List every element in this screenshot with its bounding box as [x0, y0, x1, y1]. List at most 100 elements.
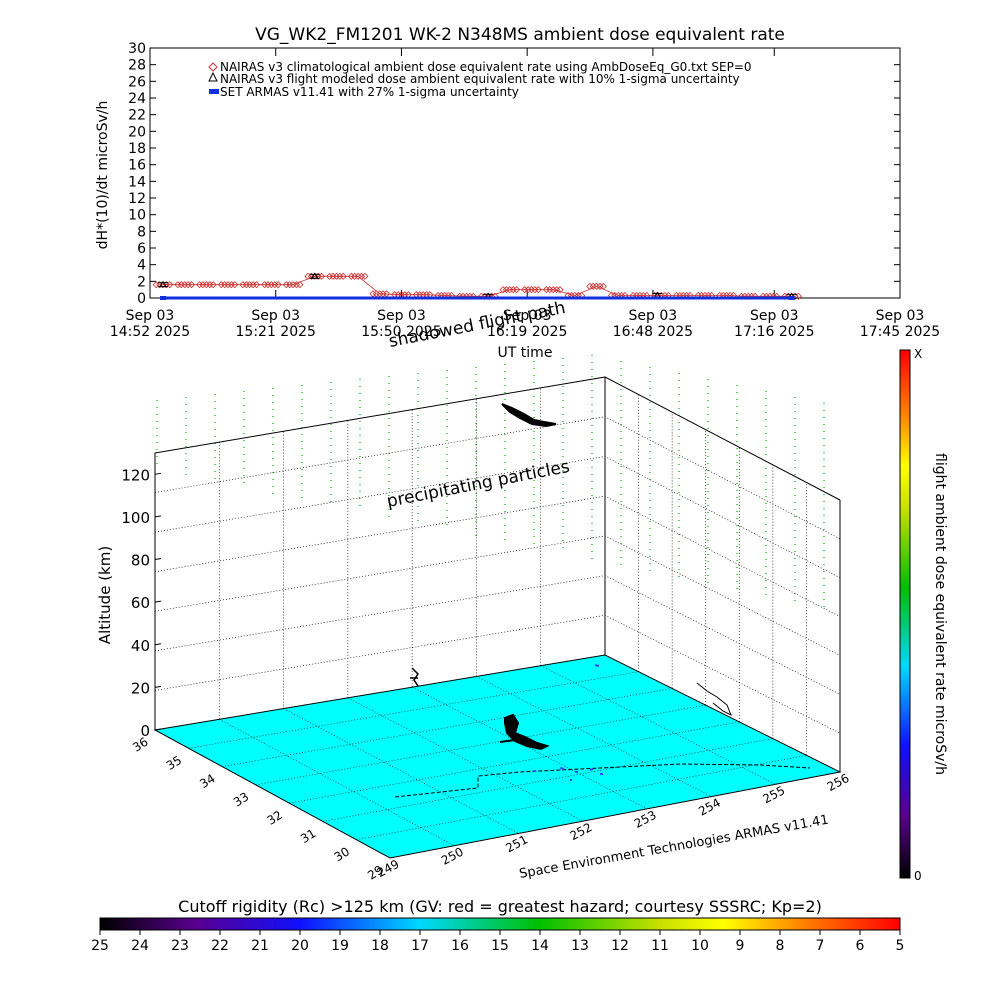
- data-point: [304, 272, 312, 280]
- chart-title: VG_WK2_FM1201 WK-2 N348MS ambient dose e…: [255, 25, 785, 45]
- colorbar-max-label: X: [914, 347, 922, 361]
- data-point: [199, 281, 207, 289]
- legend-marker-square-icon: [209, 89, 219, 94]
- ground-gridline: [222, 688, 673, 767]
- data-point: [589, 282, 597, 290]
- data-point: [556, 286, 564, 294]
- y-tick-label: 4: [137, 258, 146, 274]
- altitude-gridline: [154, 614, 841, 734]
- data-point: [286, 281, 294, 289]
- data-point: [267, 281, 275, 289]
- data-point: [289, 281, 297, 289]
- y-tick-label: 30: [128, 41, 146, 57]
- legend-label: NAIRAS v3 climatological ambient dose eq…: [220, 60, 752, 74]
- y-tick-label: 20: [128, 124, 146, 140]
- y-tick-label: 14: [128, 174, 146, 190]
- data-point: [206, 281, 214, 289]
- longitude-tick-label: 249: [375, 857, 402, 880]
- x-tick-date: Sep 03: [629, 308, 678, 324]
- latitude-tick-label: 30: [332, 844, 352, 864]
- latitude-tick-label: 29: [365, 863, 385, 883]
- data-point: [794, 292, 802, 300]
- data-point: [177, 281, 185, 289]
- data-point: [271, 281, 279, 289]
- ground-gridline: [476, 676, 712, 797]
- data-point: [224, 281, 232, 289]
- data-point: [521, 286, 529, 294]
- flight-path: [394, 403, 811, 798]
- data-point: [159, 280, 167, 288]
- rigidity-tick-label: 19: [331, 938, 349, 954]
- data-point: [527, 286, 536, 294]
- legend: NAIRAS v3 climatological ambient dose eq…: [208, 60, 752, 99]
- latitude-tick-label: 33: [231, 790, 251, 810]
- series-layer: [152, 272, 802, 300]
- series-triangle: [158, 272, 797, 299]
- data-point: [586, 282, 594, 290]
- latitude-tick-label: 35: [164, 753, 184, 773]
- data-point: [788, 296, 795, 300]
- rigidity-tick-label: 14: [531, 938, 549, 954]
- ground-gridline: [412, 686, 648, 810]
- y-tick-label: 8: [137, 224, 146, 240]
- colorbar-label: flight ambient dose equivalent rate micr…: [932, 453, 948, 775]
- x-tick-time: 17:16 2025: [734, 324, 814, 340]
- y-tick-label: 24: [128, 91, 146, 107]
- data-point: [249, 281, 257, 289]
- data-point: [159, 281, 167, 289]
- altitude-gridline: [154, 575, 841, 695]
- data-point: [261, 281, 269, 289]
- data-point: [542, 286, 550, 294]
- y-tick-label: 0: [137, 291, 146, 307]
- precipitating-particle-field: [156, 355, 825, 608]
- altitude-tick-label: 100: [121, 509, 150, 527]
- altitude-gridline: [154, 416, 841, 540]
- data-point: [592, 282, 601, 290]
- rigidity-tick-label: 9: [736, 938, 745, 954]
- x-tick-time: 15:50 2025: [361, 324, 441, 340]
- altitude-gridline: [154, 535, 841, 656]
- ground-gridline: [255, 704, 706, 786]
- data-point: [296, 281, 304, 289]
- rigidity-tick-label: 18: [371, 938, 389, 954]
- y-tick-label: 18: [128, 141, 146, 157]
- data-point: [499, 286, 507, 294]
- altitude-tick-label: 0: [140, 722, 150, 740]
- altitude-tick-mark: [154, 515, 162, 518]
- data-point: [221, 281, 229, 289]
- data-point: [599, 282, 607, 290]
- data-point: [264, 281, 272, 289]
- data-point: [506, 286, 514, 294]
- y-tick-label: 12: [128, 191, 146, 207]
- altitude-tick-mark: [154, 643, 162, 646]
- data-point: [217, 281, 225, 289]
- y-tick-label: 6: [137, 241, 146, 257]
- x-axis-label: UT time: [498, 345, 553, 361]
- legend-marker-triangle-icon: [208, 71, 218, 82]
- data-point: [317, 272, 326, 280]
- ground-gridline: [188, 671, 639, 749]
- data-point: [181, 281, 189, 289]
- data-point: [239, 281, 247, 289]
- altitude-tick-mark: [154, 558, 162, 561]
- rigidity-tick-label: 22: [211, 938, 229, 954]
- ground-gridline: [219, 719, 455, 846]
- rigidity-tick-label: 7: [816, 938, 825, 954]
- colorbar-min-label: 0: [914, 869, 922, 883]
- y-tick-label: 26: [128, 74, 146, 90]
- data-point: [553, 286, 561, 294]
- altitude-tick-label: 120: [121, 466, 150, 484]
- x-tick-date: Sep 03: [126, 308, 175, 324]
- rigidity-tick-label: 12: [611, 938, 629, 954]
- x-tick-date: Sep 03: [750, 308, 799, 324]
- x-tick-time: 17:45 2025: [860, 324, 940, 340]
- data-point: [326, 272, 334, 280]
- ground-gridline: [322, 738, 773, 822]
- rigidity-tick-label: 25: [91, 938, 109, 954]
- data-point: [329, 272, 337, 280]
- y-axis-label: dH*(10)/dt microSv/h: [95, 101, 111, 250]
- series-square: [160, 296, 795, 300]
- rigidity-tick-label: 8: [776, 938, 785, 954]
